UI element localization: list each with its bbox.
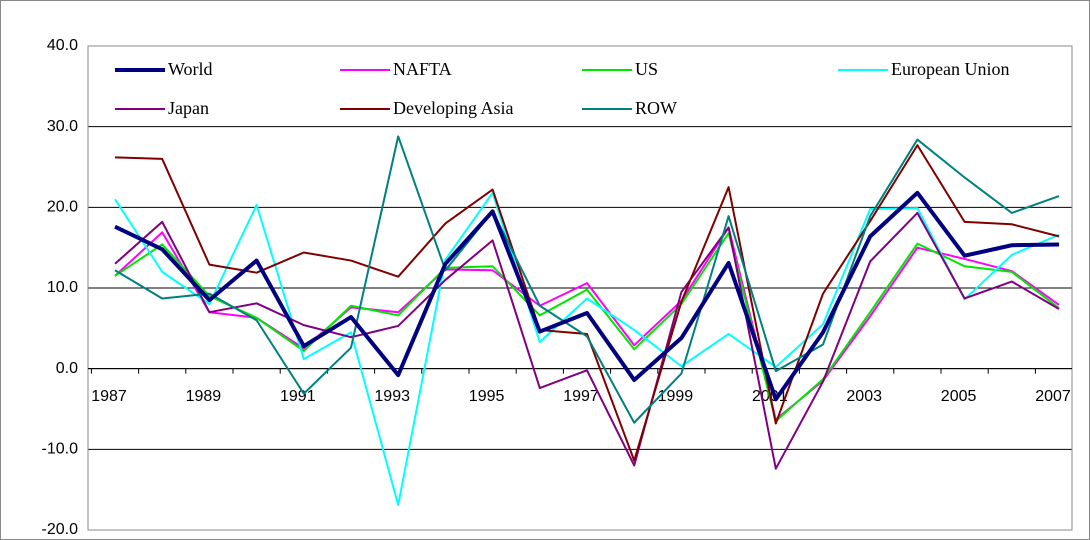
legend-label: NAFTA: [393, 59, 452, 79]
x-tick-label: 1995: [469, 388, 505, 405]
series-line: [114, 135, 1060, 424]
x-tick-label: 2003: [846, 388, 882, 405]
x-tick-label: 1999: [658, 388, 694, 405]
x-tick-label: 1989: [186, 388, 222, 405]
y-tick-label: 10.0: [47, 279, 78, 296]
legend-label: World: [168, 59, 213, 79]
legend-label: ROW: [635, 98, 677, 118]
plot-frame: [87, 45, 1073, 531]
legend-label: European Union: [891, 59, 1009, 79]
legend-label: Developing Asia: [393, 98, 513, 118]
legend-label: Japan: [168, 98, 209, 118]
series-line: [114, 232, 1060, 423]
y-tick-label: 20.0: [47, 199, 78, 216]
x-tick-label: 1987: [91, 388, 127, 405]
legend-background: [96, 50, 1008, 126]
y-tick-label: -20.0: [42, 521, 79, 538]
x-tick-label: 1993: [374, 388, 410, 405]
x-tick-label: 1991: [280, 388, 316, 405]
series-line: [114, 211, 1060, 470]
x-tick-label: 2007: [1035, 388, 1071, 405]
y-tick-label: 40.0: [47, 37, 78, 54]
x-tick-label: 1997: [563, 388, 599, 405]
y-tick-label: -10.0: [42, 441, 79, 458]
series-line: [114, 144, 1060, 462]
series-line: [114, 190, 1060, 402]
legend-label: US: [635, 59, 658, 79]
y-tick-label: 30.0: [47, 118, 78, 135]
y-tick-label: 0.0: [56, 360, 78, 377]
x-tick-label: 2005: [941, 388, 977, 405]
